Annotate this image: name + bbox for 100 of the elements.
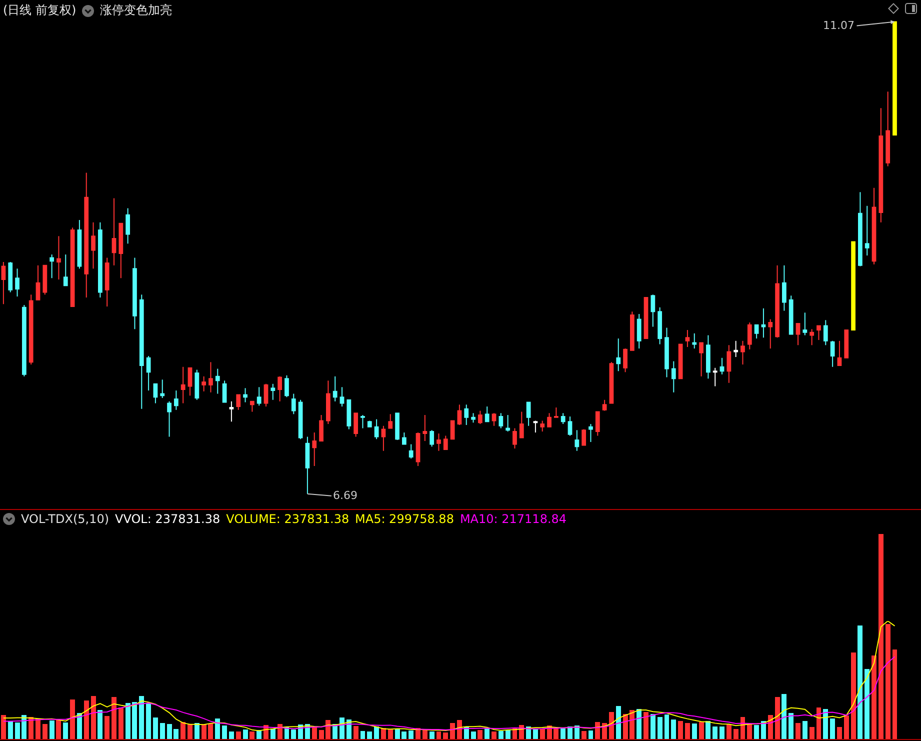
candlestick <box>1 262 6 305</box>
bar <box>706 721 711 739</box>
candlestick <box>270 383 276 400</box>
candlestick <box>56 236 61 280</box>
candlestick <box>658 306 662 345</box>
bar <box>733 728 738 739</box>
bar <box>788 712 794 739</box>
candlestick <box>430 430 434 448</box>
candlestick <box>678 344 683 380</box>
bar <box>436 732 442 739</box>
bar <box>608 712 614 739</box>
candlestick <box>582 428 586 446</box>
candlestick <box>692 332 697 349</box>
candlestick <box>568 416 572 436</box>
candlestick <box>139 294 144 410</box>
candlestick <box>284 374 289 398</box>
candlestick <box>443 435 448 450</box>
candlestick <box>132 257 137 330</box>
candlestick <box>278 376 282 402</box>
candlestick <box>699 342 704 377</box>
chart-title: (日线 前复权) <box>3 2 76 19</box>
text: MA10: 217118.84 <box>460 512 567 526</box>
candlestick <box>422 414 428 442</box>
candlestick <box>346 399 352 430</box>
bar <box>70 699 76 739</box>
bar <box>188 724 192 739</box>
candlestick <box>595 411 600 436</box>
text: MA5: 299758.88 <box>355 512 454 526</box>
bar <box>636 708 642 739</box>
candlestick <box>574 430 580 452</box>
bar <box>388 728 393 739</box>
candlestick <box>609 362 614 404</box>
bar <box>8 721 13 739</box>
bar <box>374 726 380 739</box>
candlestick <box>630 311 634 351</box>
bar <box>250 732 255 739</box>
candlestick <box>754 324 759 340</box>
bar <box>830 718 836 739</box>
bar <box>809 727 814 739</box>
bar <box>836 727 842 739</box>
bar <box>568 726 572 739</box>
bar <box>242 729 248 739</box>
candlestick <box>768 318 773 349</box>
bar <box>408 730 414 739</box>
candlestick <box>264 383 268 408</box>
candlestick <box>886 91 890 167</box>
bar <box>63 722 68 739</box>
chart-title: VOL-TDX(5,10) <box>21 512 110 526</box>
bar <box>872 655 876 739</box>
bar <box>215 718 220 739</box>
candlestick <box>851 241 856 331</box>
bar <box>616 706 621 739</box>
bar <box>76 712 82 739</box>
bar <box>291 729 296 739</box>
candlestick <box>374 418 379 440</box>
candlestick <box>229 400 234 422</box>
bar <box>574 726 580 739</box>
candlestick <box>471 412 476 424</box>
candlestick <box>312 432 317 467</box>
candlestick <box>540 420 545 432</box>
candlestick <box>222 380 227 403</box>
bar <box>180 722 186 739</box>
candlestick <box>250 400 254 412</box>
candlestick <box>506 414 510 432</box>
annotation: 6.69 <box>333 489 358 502</box>
bar <box>470 731 476 739</box>
bar <box>139 696 144 739</box>
candlestick <box>823 320 828 346</box>
candlestick <box>22 304 26 377</box>
bar <box>678 721 684 739</box>
bar <box>104 716 110 739</box>
candlestick <box>194 369 200 400</box>
candlestick <box>146 356 151 391</box>
text: VVOL: 237831.38 <box>115 512 220 526</box>
bar <box>684 722 690 739</box>
candlestick <box>208 362 213 393</box>
candlestick <box>685 330 690 348</box>
bar <box>478 730 483 739</box>
candlestick <box>671 360 676 393</box>
candlestick <box>706 334 710 380</box>
candlestick <box>872 187 876 265</box>
candlestick <box>498 412 504 429</box>
annotation: 11.07 <box>823 19 854 32</box>
bar <box>768 715 773 739</box>
candlestick <box>180 366 186 404</box>
bar <box>152 718 158 739</box>
candlestick <box>408 444 414 459</box>
bar <box>650 714 656 739</box>
candlestick <box>740 340 745 366</box>
candlestick <box>42 264 48 296</box>
candlestick <box>319 414 324 442</box>
candlestick <box>664 327 669 378</box>
candlestick <box>104 257 110 307</box>
candlestick <box>858 192 862 267</box>
bar <box>850 652 856 739</box>
bar <box>56 720 62 739</box>
bar <box>864 669 870 739</box>
bar <box>760 720 766 739</box>
candlestick <box>450 420 455 440</box>
candlestick <box>63 254 68 286</box>
